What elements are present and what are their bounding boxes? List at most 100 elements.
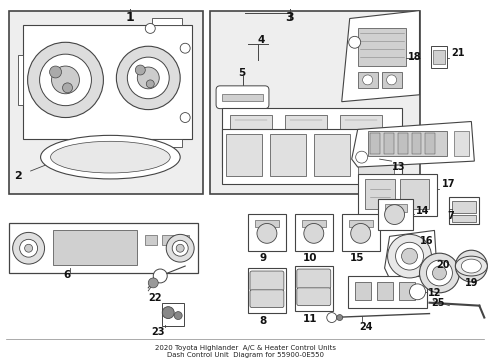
Circle shape xyxy=(24,244,33,252)
Text: 9: 9 xyxy=(259,253,267,263)
Circle shape xyxy=(174,312,182,320)
Bar xyxy=(454,131,469,156)
Text: 10: 10 xyxy=(302,253,317,263)
Bar xyxy=(255,220,279,228)
Circle shape xyxy=(145,23,155,33)
Bar xyxy=(358,174,438,216)
Text: 14: 14 xyxy=(416,206,429,216)
Text: 5: 5 xyxy=(238,68,245,78)
Bar xyxy=(452,215,476,222)
Circle shape xyxy=(419,253,460,293)
Circle shape xyxy=(176,244,184,252)
FancyBboxPatch shape xyxy=(216,86,269,109)
Circle shape xyxy=(148,278,158,288)
Circle shape xyxy=(401,248,417,264)
FancyBboxPatch shape xyxy=(250,290,284,308)
Text: 4: 4 xyxy=(258,35,266,45)
Bar xyxy=(52,230,137,265)
Circle shape xyxy=(257,224,277,243)
Bar xyxy=(365,179,394,209)
Bar xyxy=(9,224,198,273)
Bar xyxy=(226,134,262,176)
Circle shape xyxy=(410,284,425,300)
Bar xyxy=(270,134,306,176)
Circle shape xyxy=(153,269,167,283)
Bar xyxy=(378,199,413,230)
Ellipse shape xyxy=(41,135,180,179)
Bar xyxy=(397,133,408,154)
Circle shape xyxy=(20,239,38,257)
Bar xyxy=(210,10,419,194)
Ellipse shape xyxy=(50,141,170,173)
Bar xyxy=(369,133,380,154)
Bar xyxy=(449,197,479,225)
Bar xyxy=(349,220,372,228)
Circle shape xyxy=(27,42,103,117)
Bar xyxy=(368,131,447,156)
Circle shape xyxy=(162,307,174,319)
Bar xyxy=(452,201,476,213)
Bar xyxy=(18,55,23,105)
Text: 15: 15 xyxy=(349,253,364,263)
Circle shape xyxy=(166,234,194,262)
Bar xyxy=(314,134,350,176)
Bar xyxy=(398,282,415,300)
Circle shape xyxy=(327,312,337,323)
Circle shape xyxy=(40,54,92,105)
Text: 8: 8 xyxy=(259,316,267,325)
FancyBboxPatch shape xyxy=(250,271,284,291)
Circle shape xyxy=(13,233,45,264)
Bar xyxy=(248,268,286,312)
Text: 6: 6 xyxy=(64,270,71,280)
Circle shape xyxy=(147,80,154,88)
Bar xyxy=(152,139,182,147)
Bar xyxy=(162,303,184,327)
Bar xyxy=(348,276,427,308)
Bar xyxy=(82,141,91,149)
Circle shape xyxy=(388,234,432,278)
Bar xyxy=(384,133,393,154)
Bar xyxy=(358,134,393,176)
Bar xyxy=(177,235,189,245)
Polygon shape xyxy=(385,230,438,283)
Bar xyxy=(145,235,157,245)
Text: 20: 20 xyxy=(437,260,450,270)
Bar xyxy=(358,72,378,88)
Circle shape xyxy=(433,266,446,280)
Circle shape xyxy=(356,151,368,163)
Circle shape xyxy=(385,205,405,225)
Bar xyxy=(412,133,421,154)
Bar xyxy=(285,114,327,160)
Bar xyxy=(342,213,380,251)
Circle shape xyxy=(363,75,372,85)
Polygon shape xyxy=(342,10,419,102)
Text: 16: 16 xyxy=(419,237,433,246)
Bar xyxy=(9,10,203,194)
Circle shape xyxy=(426,260,452,286)
Text: 17: 17 xyxy=(441,179,455,189)
Bar xyxy=(23,26,192,139)
Circle shape xyxy=(455,250,488,282)
Text: 13: 13 xyxy=(392,162,405,172)
Circle shape xyxy=(304,224,324,243)
FancyBboxPatch shape xyxy=(297,288,331,306)
Text: 19: 19 xyxy=(466,278,479,288)
Bar xyxy=(230,114,272,160)
Text: 11: 11 xyxy=(302,314,317,324)
Bar xyxy=(425,133,436,154)
Polygon shape xyxy=(352,121,474,167)
Bar xyxy=(248,213,286,251)
Ellipse shape xyxy=(462,259,481,273)
Circle shape xyxy=(49,66,62,78)
Text: 1: 1 xyxy=(126,10,135,24)
Text: 22: 22 xyxy=(148,293,162,303)
Circle shape xyxy=(180,113,190,122)
Text: 7: 7 xyxy=(448,211,454,221)
Bar xyxy=(358,28,406,66)
Circle shape xyxy=(349,36,361,48)
Text: 25: 25 xyxy=(432,298,445,308)
Text: 2020 Toyota Highlander  A/C & Heater Control Units: 2020 Toyota Highlander A/C & Heater Cont… xyxy=(154,345,336,351)
Circle shape xyxy=(387,75,396,85)
FancyBboxPatch shape xyxy=(297,269,331,289)
Text: 18: 18 xyxy=(408,52,421,62)
